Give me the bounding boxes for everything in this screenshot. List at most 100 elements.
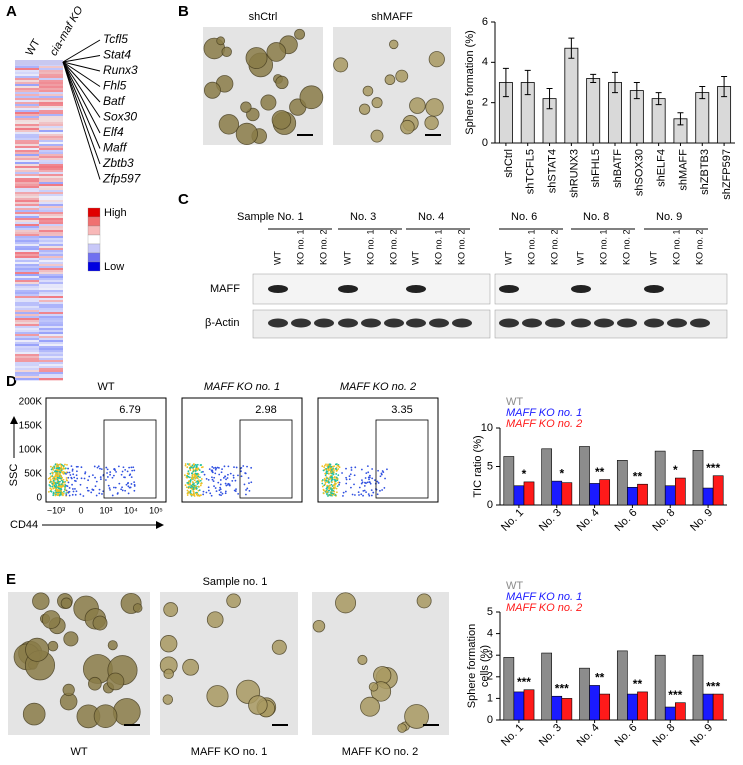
heatmap-cell bbox=[15, 88, 39, 91]
flow-event bbox=[350, 466, 353, 469]
flow-event bbox=[370, 489, 373, 492]
flow-event bbox=[75, 474, 78, 477]
heatmap-cell bbox=[39, 346, 63, 349]
flow-event bbox=[50, 468, 53, 471]
flow-event bbox=[335, 491, 338, 494]
heatmap-cell bbox=[39, 212, 63, 215]
flow-event bbox=[56, 463, 59, 466]
heatmap-cell bbox=[39, 152, 63, 155]
flow-event bbox=[327, 469, 330, 472]
heatmap-cell bbox=[39, 80, 63, 83]
blot-band bbox=[617, 318, 637, 328]
heatmap-cell bbox=[15, 342, 39, 345]
flow-event bbox=[240, 466, 243, 469]
legend-entry: MAFF KO no. 1 bbox=[506, 407, 582, 419]
heatmap-cell bbox=[15, 276, 39, 279]
bar bbox=[551, 695, 563, 721]
flow-event bbox=[369, 481, 371, 484]
heatmap-cell bbox=[39, 230, 63, 233]
flow-event bbox=[363, 489, 366, 492]
significance: *** bbox=[517, 675, 531, 689]
flow-event bbox=[326, 477, 328, 480]
flow-event bbox=[323, 466, 326, 469]
flow-event bbox=[247, 477, 250, 479]
flow-event bbox=[218, 493, 221, 496]
flow-event bbox=[366, 481, 369, 484]
sphere bbox=[362, 85, 374, 97]
heatmap-cell bbox=[15, 148, 39, 151]
flow-event bbox=[321, 465, 324, 468]
flow-event bbox=[218, 473, 221, 476]
significance: *** bbox=[555, 681, 569, 695]
micrograph bbox=[160, 592, 298, 735]
flow-event bbox=[324, 481, 327, 484]
heatmap-cell bbox=[15, 236, 39, 239]
flow-event bbox=[361, 479, 363, 482]
heatmap-cell bbox=[39, 330, 63, 333]
flow-event bbox=[116, 492, 119, 495]
heatmap-cell bbox=[39, 246, 63, 249]
flow-event bbox=[189, 479, 192, 482]
y-axis-label: cells (%) bbox=[479, 645, 491, 687]
heatmap-cell bbox=[39, 290, 63, 293]
heatmap-cell bbox=[39, 324, 63, 327]
heatmap-cell bbox=[39, 216, 63, 219]
image-caption: MAFF KO no. 1 bbox=[191, 746, 267, 758]
flow-event bbox=[56, 478, 59, 481]
sphere bbox=[159, 635, 178, 653]
sphere bbox=[106, 672, 125, 691]
x-tick-label: shMAFF bbox=[677, 149, 689, 191]
heatmap-cell bbox=[39, 66, 63, 69]
flow-event bbox=[62, 492, 65, 495]
heatmap-cell bbox=[15, 352, 39, 355]
flow-event bbox=[370, 494, 373, 497]
flow-event bbox=[218, 467, 220, 469]
flow-event bbox=[74, 488, 76, 490]
flow-event bbox=[65, 492, 68, 495]
heatmap-cell bbox=[15, 184, 39, 187]
blot-band bbox=[690, 318, 710, 328]
flow-event bbox=[205, 491, 208, 494]
flow-x-tick: 10⁴ bbox=[124, 505, 138, 515]
flow-event bbox=[329, 484, 331, 487]
flow-event bbox=[60, 464, 63, 467]
lane-label: KO no. 1 bbox=[295, 229, 305, 265]
legend-swatch bbox=[87, 261, 101, 272]
y-axis-label: Sphere formation (%) bbox=[464, 30, 476, 135]
flow-event bbox=[190, 472, 193, 475]
error-bar bbox=[612, 71, 618, 94]
significance: ** bbox=[633, 677, 643, 691]
heatmap-cell bbox=[15, 328, 39, 331]
flow-event bbox=[71, 468, 74, 471]
heatmap-cell bbox=[15, 112, 39, 115]
flow-event bbox=[200, 494, 202, 497]
bar bbox=[712, 693, 724, 721]
lane-label: WT bbox=[272, 251, 282, 265]
flow-event bbox=[237, 492, 240, 495]
heatmap-cell bbox=[39, 328, 63, 331]
flow-event bbox=[354, 494, 356, 496]
flow-event bbox=[133, 481, 136, 484]
flow-event bbox=[52, 468, 55, 471]
flow-event bbox=[243, 483, 246, 486]
flow-event bbox=[188, 490, 190, 493]
blot-left bbox=[252, 273, 491, 305]
flow-event bbox=[202, 493, 205, 496]
flow-event bbox=[331, 485, 334, 488]
flow-event bbox=[203, 473, 206, 476]
heatmap-cell bbox=[39, 308, 63, 311]
flow-event bbox=[65, 472, 67, 475]
flow-event bbox=[95, 480, 98, 483]
bar bbox=[674, 477, 686, 506]
sphere bbox=[235, 122, 258, 146]
flow-event bbox=[82, 495, 85, 497]
flow-event bbox=[358, 486, 361, 489]
flow-event bbox=[191, 464, 194, 467]
significance: * bbox=[673, 463, 678, 477]
flow-event bbox=[183, 474, 186, 477]
heatmap-cell bbox=[39, 264, 63, 267]
heatmap-cell bbox=[39, 186, 63, 189]
flow-event bbox=[327, 466, 330, 469]
blot-band bbox=[406, 318, 426, 328]
flow-event bbox=[64, 467, 67, 470]
